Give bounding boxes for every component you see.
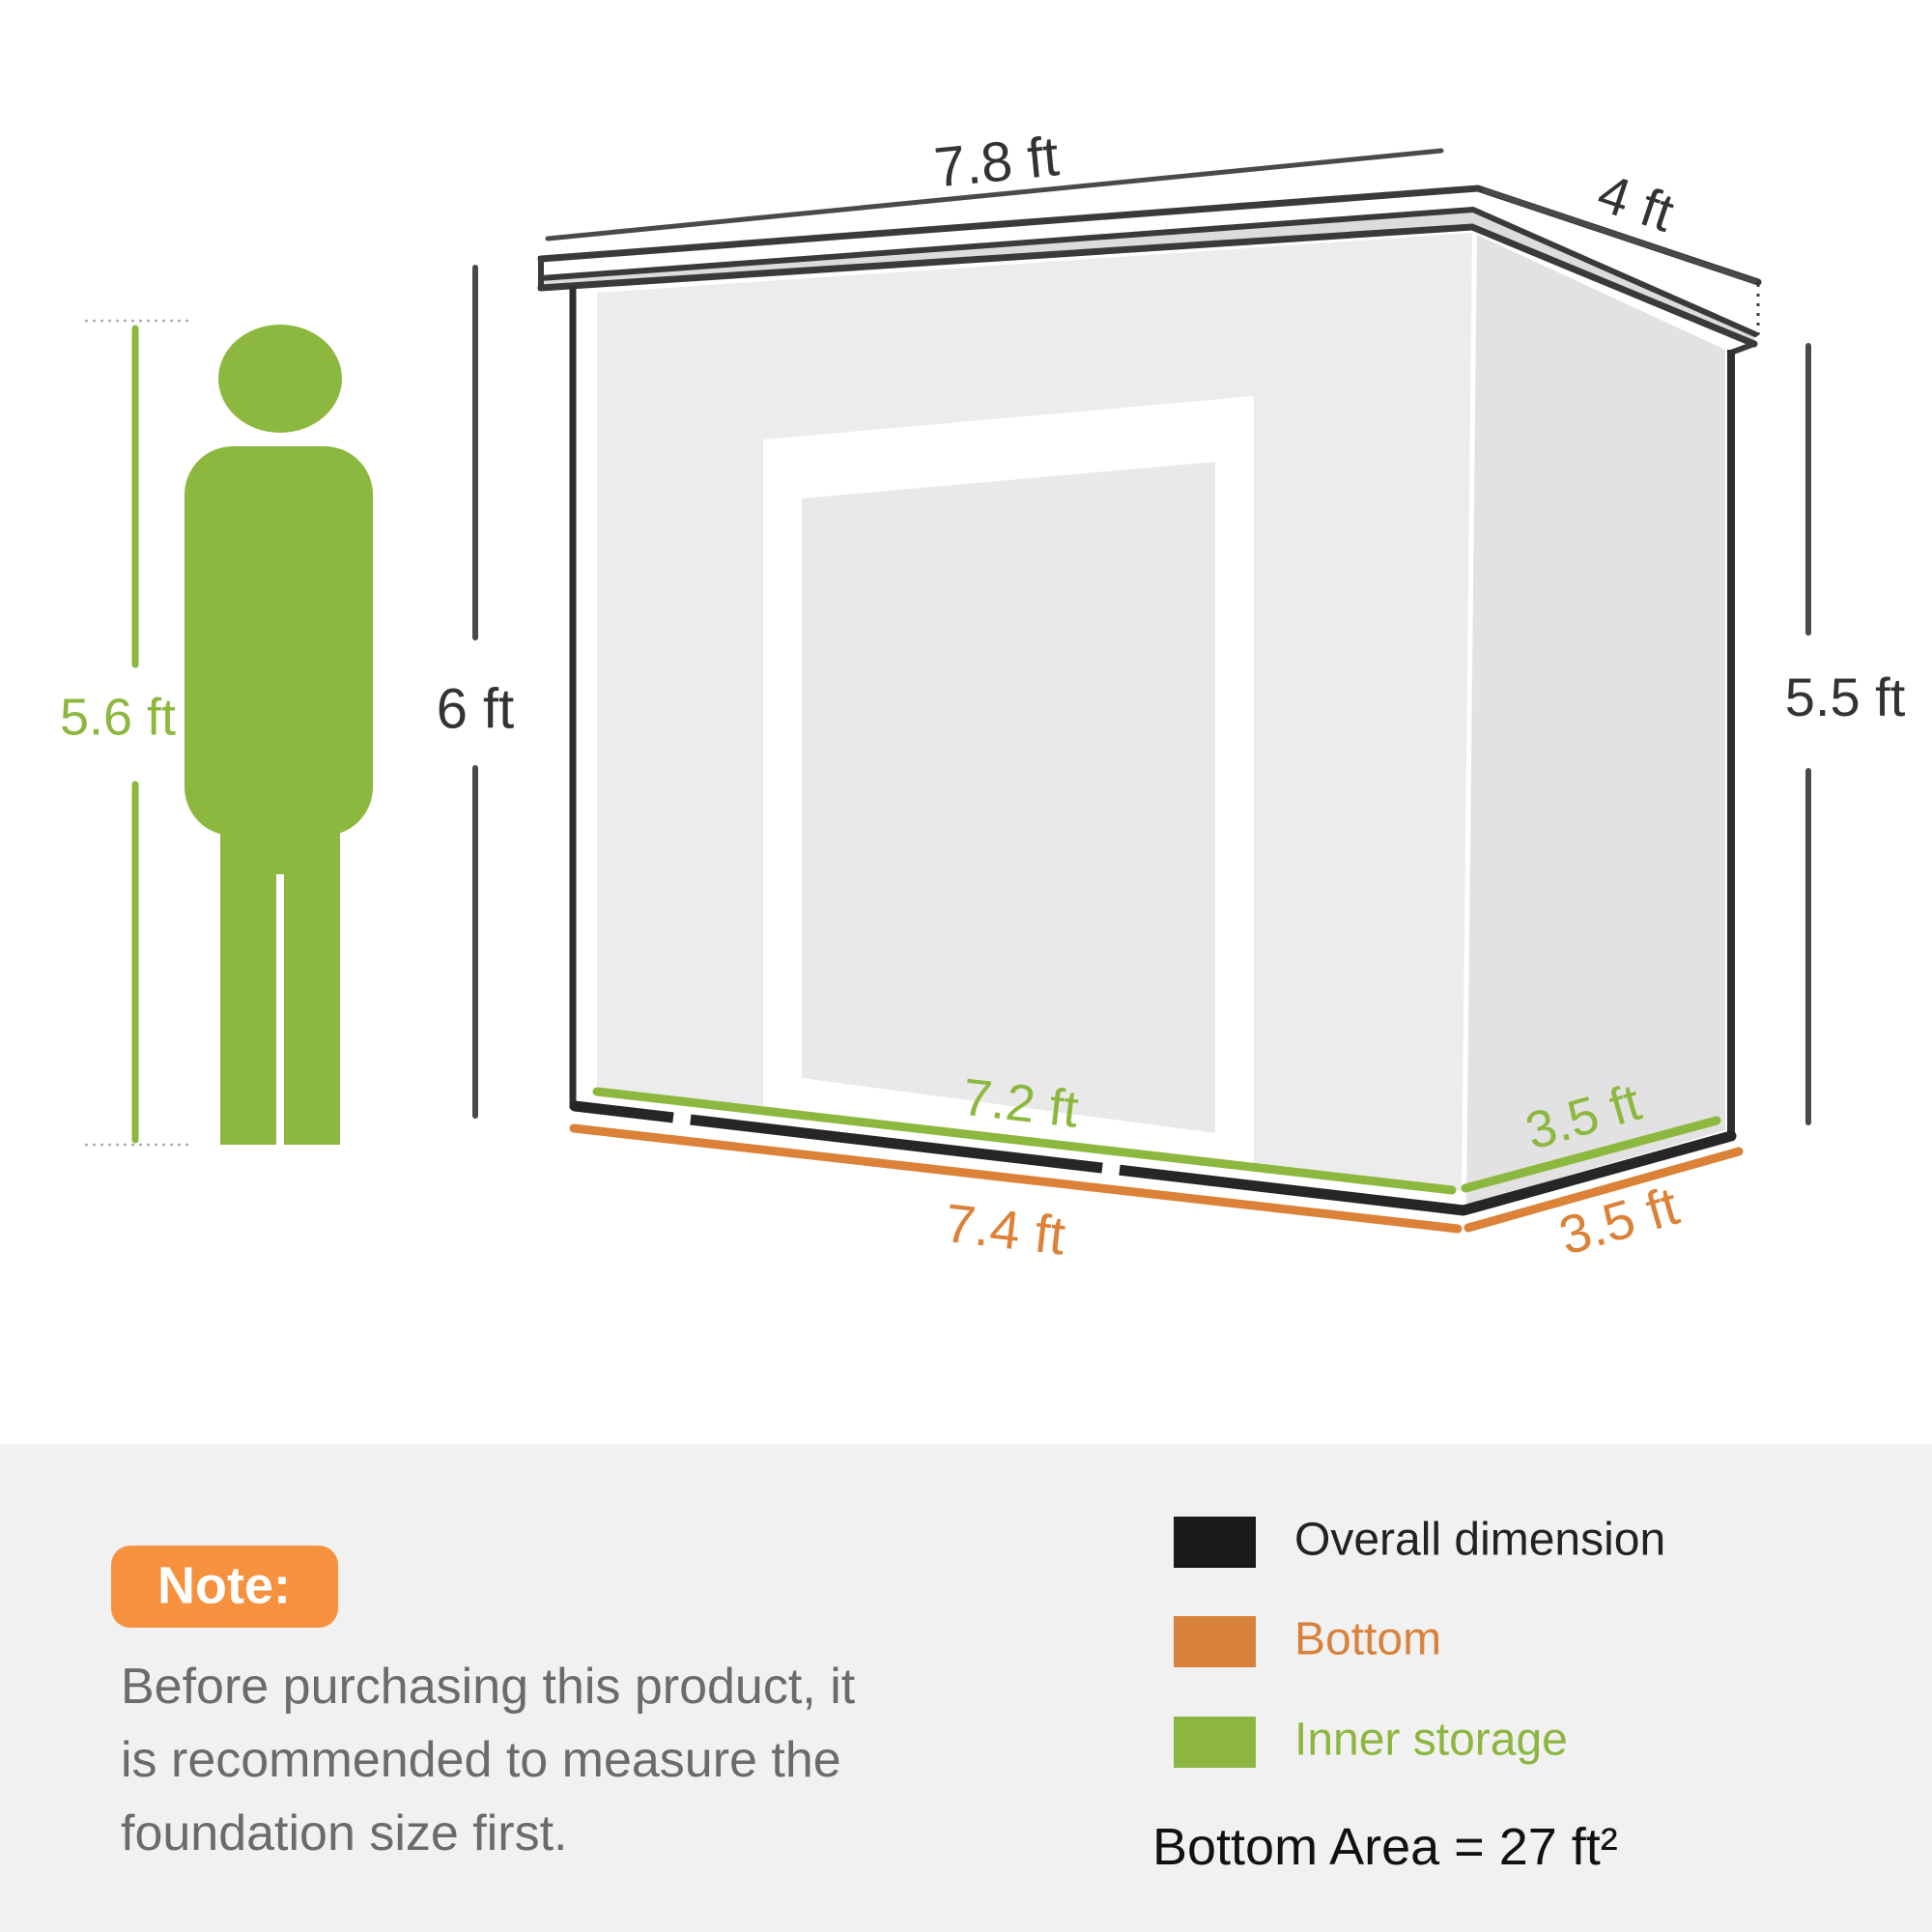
note-block: Note: Before purchasing this product, it…: [111, 1546, 856, 1861]
overall-depth-line: [1482, 187, 1757, 284]
bottom-depth-label: 3.5 ft: [1552, 1175, 1685, 1266]
legend-label-inner-storage: Inner storage: [1294, 1715, 1568, 1766]
shed-right-face: [1466, 235, 1725, 1205]
person-leg-split: [276, 874, 284, 1145]
person-figure: 5.6 ft: [60, 319, 373, 1147]
info-panel-background: [0, 1444, 1932, 1932]
wall-bottom-edge: [569, 1100, 1737, 1216]
roof-bottom-edge: [537, 223, 1758, 348]
bottom-width-label: 7.4 ft: [942, 1192, 1068, 1266]
roof-mid-edge: [538, 206, 1758, 337]
note-badge-label: Note:: [157, 1556, 291, 1614]
legend-label-overall: Overall dimension: [1294, 1515, 1665, 1566]
legend-item-bottom: Bottom: [1174, 1614, 1441, 1667]
note-badge: [111, 1546, 338, 1628]
bottom-depth-line: [1463, 1147, 1744, 1233]
bottom-width-line: [569, 1123, 1463, 1234]
overall-width-label: 7.8 ft: [931, 125, 1062, 199]
dimension-annotations: 7.8 ft 4 ft 6 ft 5.5 ft 7.2 ft 3.5 ft 7.…: [437, 125, 1906, 1266]
overall-width-line: [545, 148, 1444, 242]
note-text-line-1: Before purchasing this product, it: [121, 1659, 856, 1715]
info-panel: Note: Before purchasing this product, it…: [0, 1444, 1932, 1932]
bottom-edge-notch-right: [1101, 1159, 1121, 1179]
inner-width-label: 7.2 ft: [959, 1068, 1081, 1139]
door-panel: [802, 462, 1215, 1133]
legend-item-inner-storage: Inner storage: [1174, 1715, 1568, 1768]
person-height-label: 5.6 ft: [60, 688, 176, 746]
legend-label-bottom: Bottom: [1294, 1614, 1441, 1665]
bottom-area-text: Bottom Area = 27 ft²: [1152, 1818, 1618, 1876]
legend: Overall dimension Bottom Inner storage B…: [1152, 1515, 1665, 1876]
person-head: [218, 325, 342, 433]
bottom-edge-notch-left: [672, 1108, 692, 1127]
note-text-line-2: is recommended to measure the: [121, 1732, 841, 1788]
person-torso: [185, 446, 373, 836]
shed-drawing: [537, 185, 1762, 1234]
note-text-line-3: foundation size first.: [121, 1805, 567, 1861]
right-height-label: 5.5 ft: [1785, 667, 1906, 727]
left-height-label: 6 ft: [437, 677, 515, 740]
inner-width-line: [592, 1087, 1457, 1195]
person-icon: [185, 325, 373, 1145]
legend-swatch-bottom: [1174, 1616, 1256, 1667]
roof-fascia-band: [541, 210, 1755, 344]
legend-item-overall: Overall dimension: [1174, 1515, 1665, 1568]
legend-swatch-inner-storage: [1174, 1717, 1256, 1768]
inner-depth-line: [1461, 1116, 1721, 1193]
legend-swatch-overall: [1174, 1517, 1256, 1568]
roof-top-band: [541, 188, 1758, 334]
